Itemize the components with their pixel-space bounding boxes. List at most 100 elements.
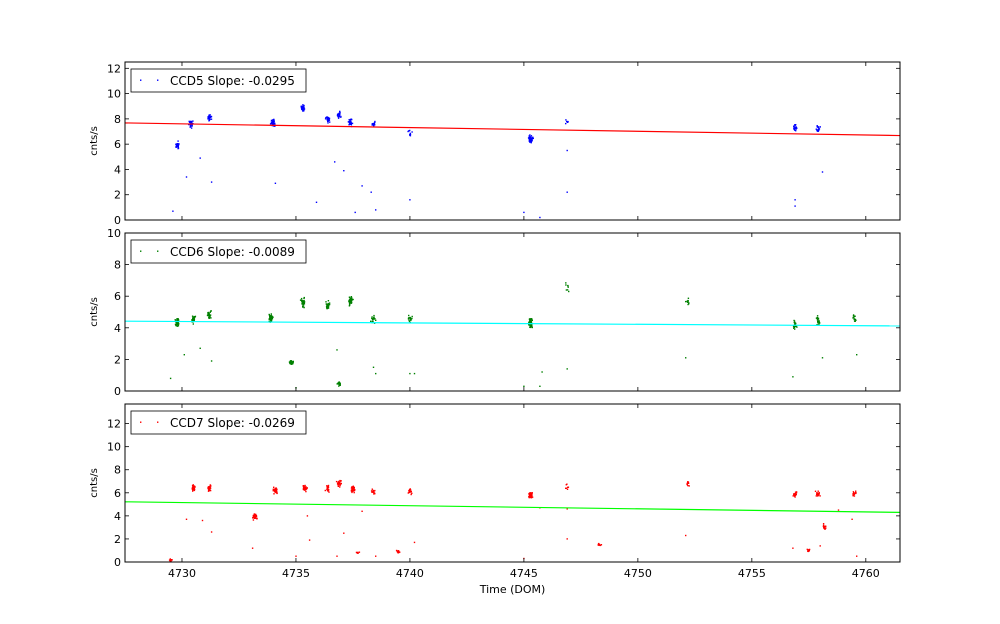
data-point bbox=[305, 486, 307, 488]
data-point bbox=[268, 320, 270, 322]
data-point bbox=[327, 120, 329, 122]
data-point bbox=[373, 316, 375, 318]
data-point bbox=[292, 360, 294, 363]
data-point bbox=[351, 118, 353, 121]
data-point bbox=[528, 321, 530, 323]
data-point bbox=[372, 490, 374, 492]
data-point bbox=[209, 489, 211, 491]
data-point bbox=[350, 121, 352, 124]
y-axis-label: cnts/s bbox=[89, 468, 100, 498]
data-point bbox=[541, 371, 543, 373]
data-point bbox=[409, 134, 411, 136]
y-tick-label: 8 bbox=[114, 113, 121, 126]
data-point bbox=[301, 106, 304, 108]
data-point bbox=[177, 319, 180, 321]
data-point bbox=[523, 385, 525, 387]
data-point bbox=[539, 216, 541, 219]
data-point bbox=[289, 362, 291, 365]
data-point bbox=[353, 488, 355, 491]
data-point bbox=[270, 119, 273, 122]
data-point bbox=[209, 118, 211, 121]
data-point bbox=[272, 120, 274, 123]
data-point bbox=[303, 301, 306, 303]
data-point bbox=[411, 317, 413, 320]
data-point bbox=[326, 118, 329, 120]
data-point bbox=[340, 115, 342, 118]
data-point bbox=[177, 146, 179, 149]
legend: CCD6 Slope: -0.0089 bbox=[130, 239, 307, 264]
data-point bbox=[270, 320, 272, 322]
data-point bbox=[793, 128, 795, 131]
data-point bbox=[303, 297, 305, 299]
data-point bbox=[256, 517, 258, 520]
data-point bbox=[532, 137, 534, 140]
data-point bbox=[176, 322, 179, 325]
data-point bbox=[816, 319, 819, 321]
data-point bbox=[565, 282, 567, 284]
data-point bbox=[397, 551, 399, 554]
data-point bbox=[566, 120, 568, 123]
data-point bbox=[191, 315, 194, 317]
y-tick-label: 2 bbox=[114, 353, 121, 366]
data-point bbox=[327, 489, 330, 491]
data-point bbox=[328, 119, 331, 121]
data-point bbox=[326, 117, 328, 119]
data-point bbox=[795, 127, 797, 129]
data-point bbox=[816, 315, 819, 317]
data-point bbox=[854, 318, 857, 321]
data-point bbox=[371, 124, 373, 126]
data-point bbox=[191, 121, 193, 123]
data-point bbox=[208, 315, 210, 318]
y-axis-label: cnts/s bbox=[89, 126, 100, 156]
legend-marker bbox=[140, 79, 142, 81]
data-point bbox=[326, 116, 329, 118]
data-point bbox=[794, 492, 796, 495]
data-point bbox=[273, 493, 275, 495]
data-point bbox=[207, 490, 210, 492]
data-point bbox=[852, 314, 855, 316]
data-point bbox=[837, 509, 840, 511]
data-point bbox=[816, 316, 818, 319]
data-point bbox=[174, 319, 176, 321]
data-point bbox=[821, 357, 824, 359]
y-tick-label: 2 bbox=[114, 533, 121, 546]
data-point bbox=[409, 135, 412, 137]
data-point bbox=[816, 324, 818, 326]
data-point bbox=[290, 361, 293, 363]
data-point bbox=[530, 495, 533, 498]
data-point bbox=[302, 104, 304, 106]
data-point bbox=[822, 524, 825, 526]
data-point bbox=[274, 125, 276, 127]
data-point bbox=[398, 551, 400, 553]
data-point bbox=[796, 127, 798, 129]
data-point bbox=[565, 487, 567, 489]
data-point bbox=[350, 301, 353, 303]
data-point bbox=[303, 109, 305, 111]
data-point bbox=[192, 316, 194, 319]
data-point bbox=[532, 136, 534, 138]
data-point bbox=[189, 121, 191, 123]
data-point bbox=[339, 483, 342, 485]
data-point bbox=[171, 559, 173, 561]
data-point bbox=[339, 111, 341, 113]
data-point bbox=[539, 385, 541, 387]
data-point bbox=[688, 302, 690, 304]
data-point bbox=[528, 140, 530, 142]
data-point bbox=[209, 114, 211, 116]
data-point bbox=[530, 140, 532, 142]
data-point bbox=[192, 120, 194, 122]
data-point bbox=[814, 490, 817, 492]
data-point bbox=[273, 486, 275, 488]
data-point bbox=[818, 320, 820, 322]
data-point bbox=[299, 299, 302, 301]
y-tick-label: 10 bbox=[107, 441, 121, 454]
data-point bbox=[208, 118, 210, 120]
x-tick-label: 4755 bbox=[738, 567, 766, 580]
data-point bbox=[208, 317, 210, 319]
data-point bbox=[351, 122, 354, 125]
data-point bbox=[529, 136, 531, 138]
data-point bbox=[255, 517, 257, 519]
data-point bbox=[852, 315, 855, 317]
data-point bbox=[194, 486, 196, 488]
data-point bbox=[255, 513, 257, 516]
